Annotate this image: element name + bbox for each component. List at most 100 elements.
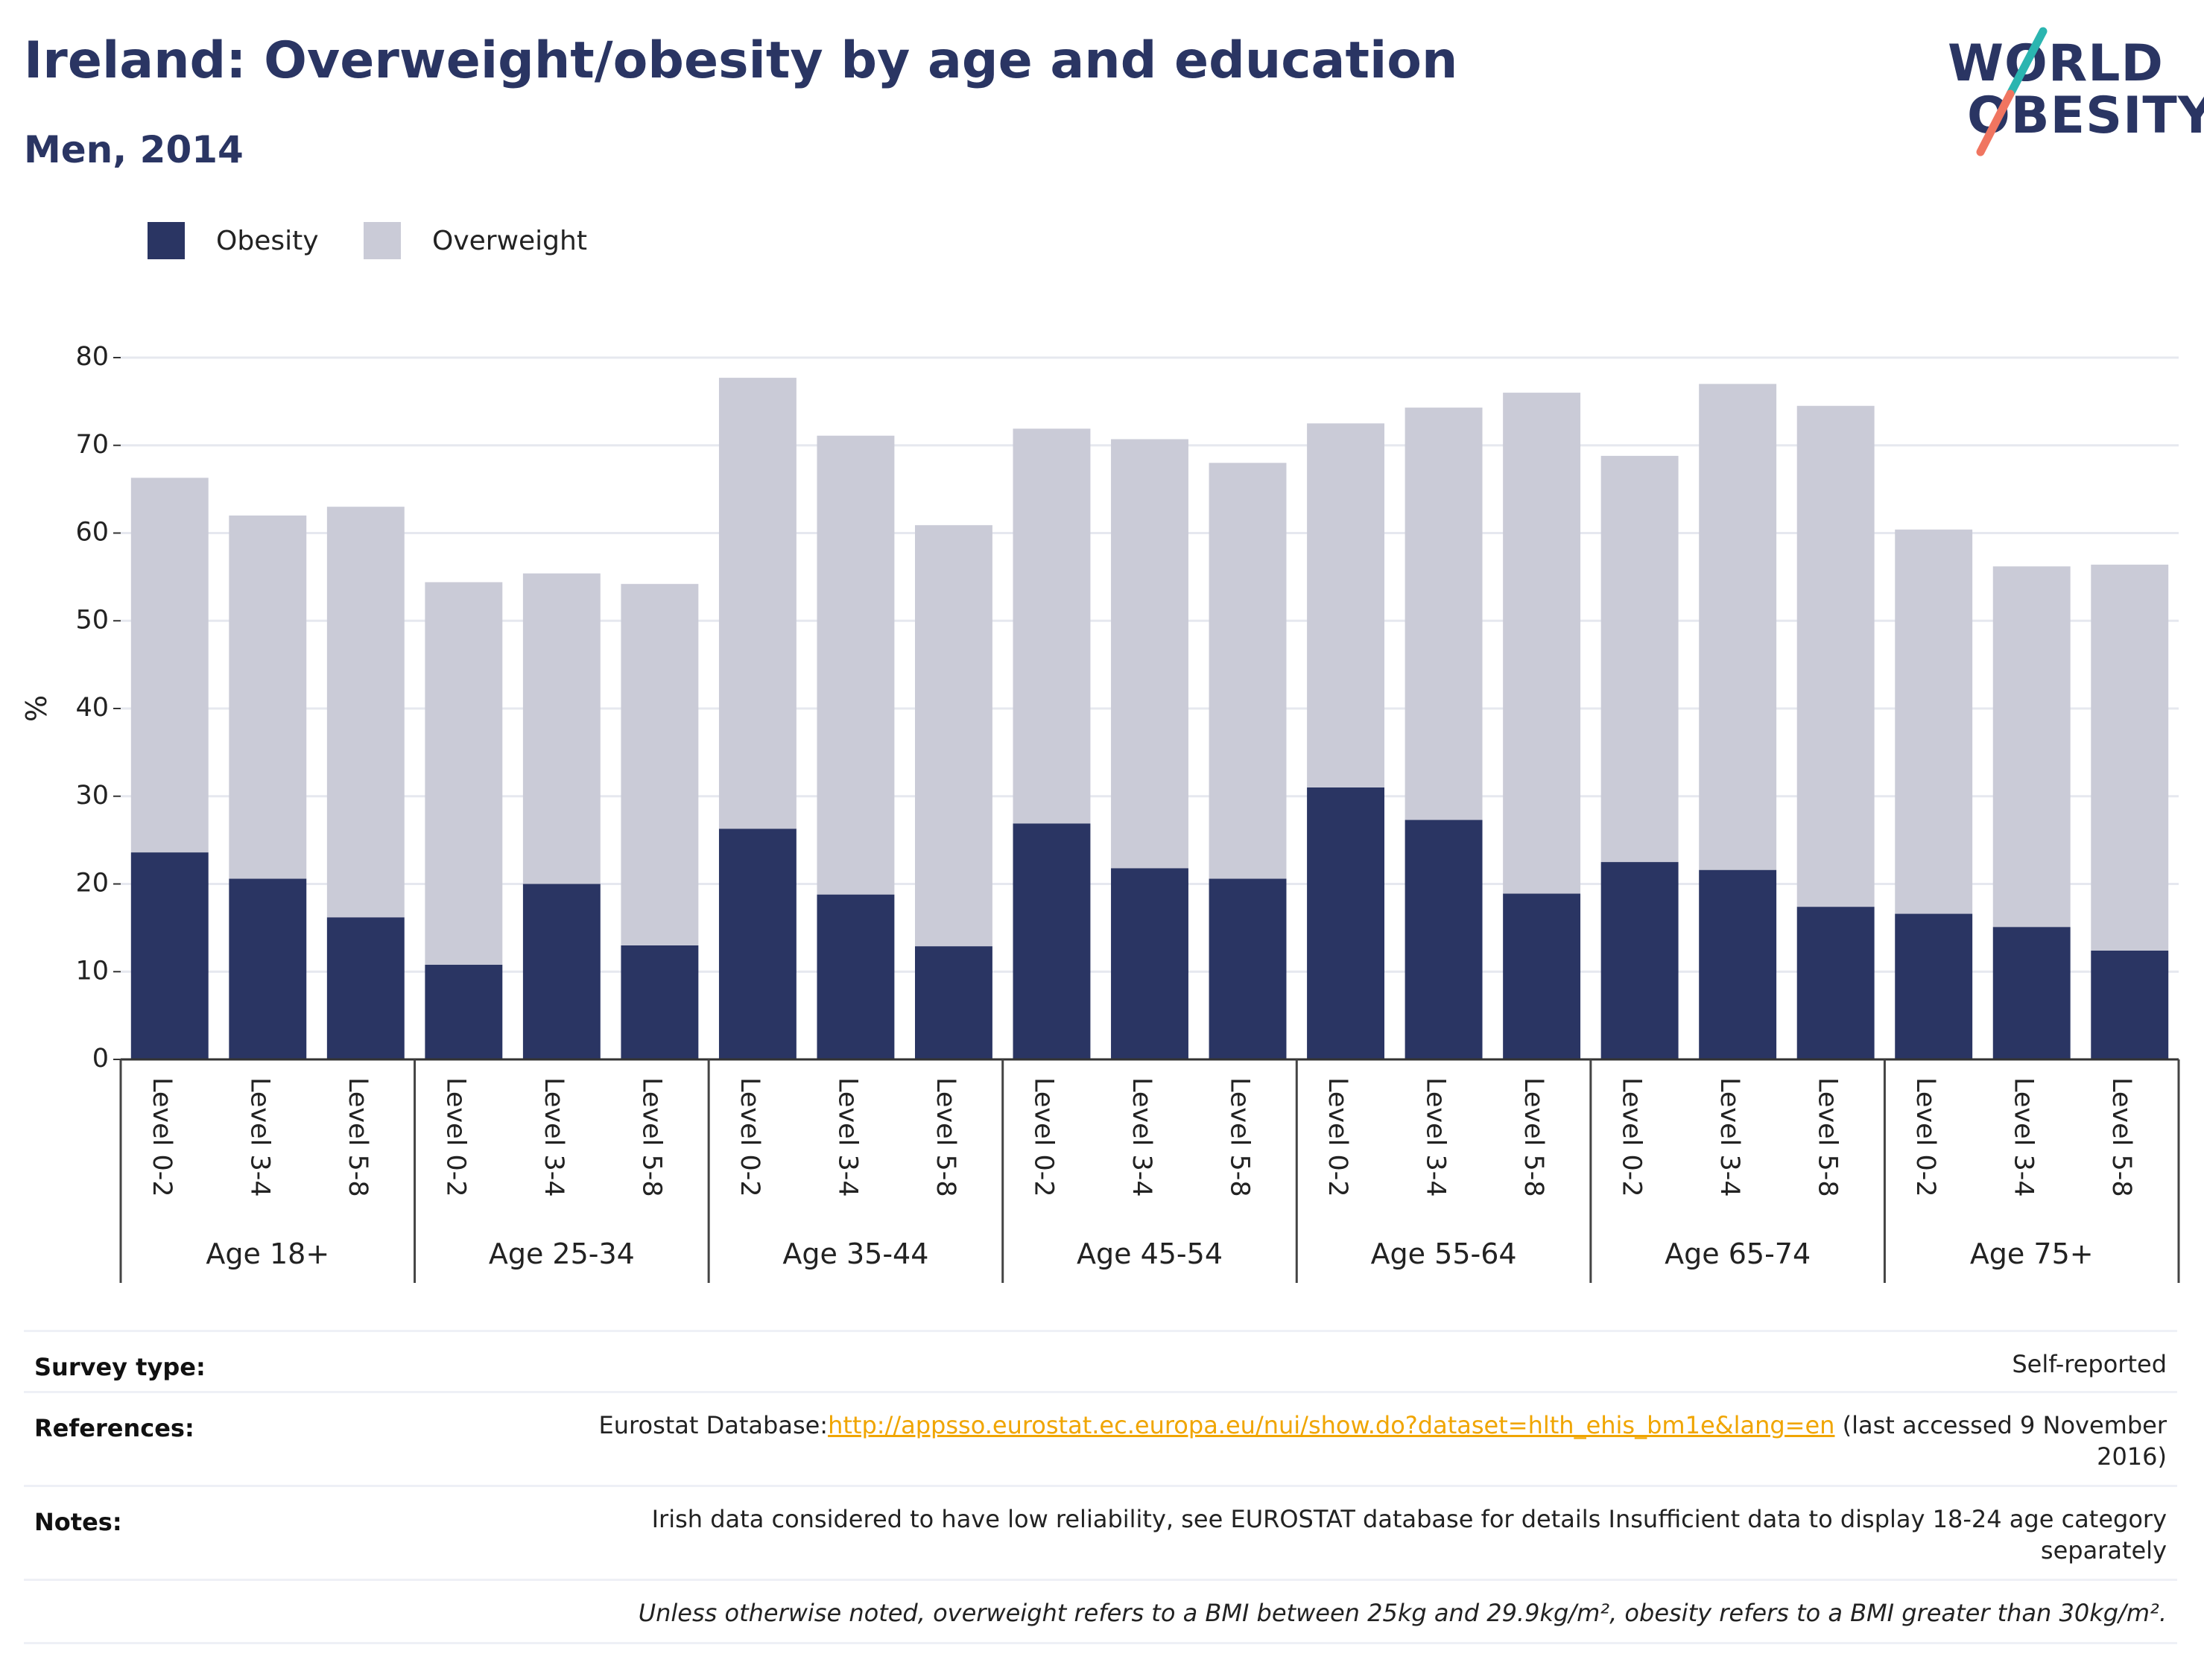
- bar-overweight: [1796, 405, 1875, 907]
- x-tick-label: Level 3-4: [1421, 1077, 1451, 1197]
- group-label: Age 45-54: [1077, 1237, 1223, 1270]
- bar-obesity: [915, 946, 992, 1059]
- bar-obesity: [1992, 927, 2071, 1059]
- x-tick-label: Level 3-4: [1714, 1077, 1744, 1197]
- chart-title: Ireland: Overweight/obesity by age and e…: [24, 31, 1458, 90]
- notes-value: Irish data considered to have low reliab…: [652, 1503, 2167, 1566]
- y-tick-label: 80: [75, 342, 109, 372]
- legend-swatch-overweight: [364, 222, 401, 259]
- bar-overweight: [817, 435, 895, 895]
- x-tick-label: Level 3-4: [539, 1077, 569, 1197]
- legend-item-overweight: Overweight: [364, 220, 587, 261]
- footer-row-survey-type: Survey type: Self-reported: [24, 1330, 2177, 1392]
- bar-overweight: [1307, 423, 1384, 787]
- definition-note: Unless otherwise noted, overweight refer…: [638, 1599, 2167, 1627]
- bar-obesity: [130, 852, 209, 1059]
- x-tick-label: Level 5-8: [636, 1077, 666, 1197]
- y-tick-label: 10: [75, 956, 109, 986]
- legend-item-obesity: Obesity: [148, 220, 319, 261]
- bar-overweight: [621, 583, 699, 945]
- logo-line-1: WORLD: [1948, 34, 2164, 93]
- footer-row-references: References: Eurostat Database:http://app…: [24, 1391, 2177, 1486]
- bar-overweight: [1013, 428, 1091, 824]
- y-tick-label: 40: [75, 693, 109, 723]
- bar-obesity: [1307, 787, 1384, 1059]
- bar-overweight: [718, 378, 797, 829]
- y-axis-label: %: [20, 695, 53, 722]
- x-tick-label: Level 0-2: [147, 1077, 177, 1197]
- legend-swatch-obesity: [148, 222, 185, 259]
- x-tick-label: Level 3-4: [244, 1077, 274, 1197]
- chart-subtitle: Men, 2014: [24, 128, 244, 171]
- x-tick-label: Level 5-8: [1225, 1077, 1255, 1197]
- bar-overweight: [1600, 455, 1679, 863]
- bar-overweight: [915, 524, 992, 947]
- bar-obesity: [1699, 869, 1777, 1059]
- bar-overweight: [326, 507, 405, 918]
- x-tick-label: Level 0-2: [1617, 1077, 1647, 1197]
- references-suffix: (last accessed 9 November: [1834, 1411, 2167, 1439]
- references-suffix-line-2: 2016): [2097, 1442, 2167, 1471]
- y-tick-label: 0: [92, 1044, 109, 1074]
- references-prefix: Eurostat Database:: [598, 1411, 829, 1439]
- bar-overweight: [1209, 463, 1287, 879]
- group-label: Age 18+: [206, 1237, 329, 1270]
- x-tick-label: Level 0-2: [1028, 1077, 1058, 1197]
- bar-obesity: [1600, 862, 1679, 1059]
- x-tick-label: Level 5-8: [343, 1077, 373, 1197]
- y-tick-label: 70: [75, 430, 109, 460]
- x-tick-label: Level 3-4: [1127, 1077, 1156, 1197]
- y-tick-label: 30: [75, 781, 109, 811]
- references-label: References:: [34, 1414, 194, 1442]
- x-tick-label: Level 5-8: [1519, 1077, 1548, 1197]
- bar-obesity: [1013, 823, 1091, 1059]
- bar-obesity: [817, 894, 895, 1059]
- bar-overweight: [1992, 566, 2071, 928]
- bar-obesity: [1503, 893, 1581, 1059]
- notes-line-2: separately: [2040, 1536, 2167, 1565]
- bar-overweight: [1503, 393, 1581, 894]
- notes-line-1: Irish data considered to have low reliab…: [651, 1505, 2167, 1533]
- bar-overweight: [1111, 439, 1188, 869]
- survey-type-label: Survey type:: [34, 1353, 206, 1381]
- bar-obesity: [1405, 820, 1483, 1059]
- footer-row-notes: Notes: Irish data considered to have low…: [24, 1485, 2177, 1579]
- legend-label-overweight: Overweight: [432, 225, 587, 256]
- bar-overweight: [229, 515, 307, 879]
- eurostat-link[interactable]: http://appsso.eurostat.ec.europa.eu/nui/…: [828, 1411, 1835, 1439]
- bar-obesity: [425, 964, 503, 1059]
- group-label: Age 55-64: [1371, 1237, 1517, 1270]
- bar-obesity: [1209, 878, 1287, 1059]
- x-tick-label: Level 0-2: [440, 1077, 470, 1197]
- bar-overweight: [1895, 529, 1973, 914]
- y-tick-label: 50: [75, 605, 109, 635]
- bar-obesity: [1895, 913, 1973, 1059]
- x-tick-label: Level 5-8: [1813, 1077, 1843, 1197]
- bar-overweight: [1405, 408, 1483, 820]
- bar-overweight: [2091, 564, 2169, 951]
- x-tick-label: Level 0-2: [1910, 1077, 1940, 1197]
- y-tick-label: 20: [75, 869, 109, 898]
- references-value: Eurostat Database:http://appsso.eurostat…: [599, 1410, 2167, 1472]
- bar-obesity: [1796, 907, 1875, 1059]
- world-obesity-logo: WORLD OBESITY: [1937, 21, 2204, 156]
- bar-overweight: [522, 573, 601, 884]
- x-tick-label: Level 0-2: [1323, 1077, 1352, 1197]
- notes-label: Notes:: [34, 1508, 122, 1536]
- x-tick-label: Level 0-2: [735, 1077, 764, 1197]
- logo-slash-icon: [1976, 27, 2048, 156]
- footer-row-definition: Unless otherwise noted, overweight refer…: [24, 1579, 2177, 1644]
- legend-label-obesity: Obesity: [216, 225, 319, 256]
- bar-obesity: [326, 917, 405, 1059]
- bar-obesity: [2091, 950, 2169, 1059]
- bar-overweight: [425, 582, 503, 965]
- group-label: Age 35-44: [782, 1237, 928, 1270]
- x-tick-label: Level 3-4: [2009, 1077, 2039, 1197]
- y-tick-label: 60: [75, 518, 109, 548]
- stacked-bar-chart: Level 0-2 Level 3-4 Level 5-8 Level 0-2 Leve…: [20, 342, 2180, 1283]
- bar-obesity: [229, 878, 307, 1059]
- bar-obesity: [1111, 868, 1188, 1059]
- group-label: Age 65-74: [1665, 1237, 1811, 1270]
- x-tick-label: Level 3-4: [832, 1077, 862, 1197]
- x-tick-label: Level 5-8: [931, 1077, 960, 1197]
